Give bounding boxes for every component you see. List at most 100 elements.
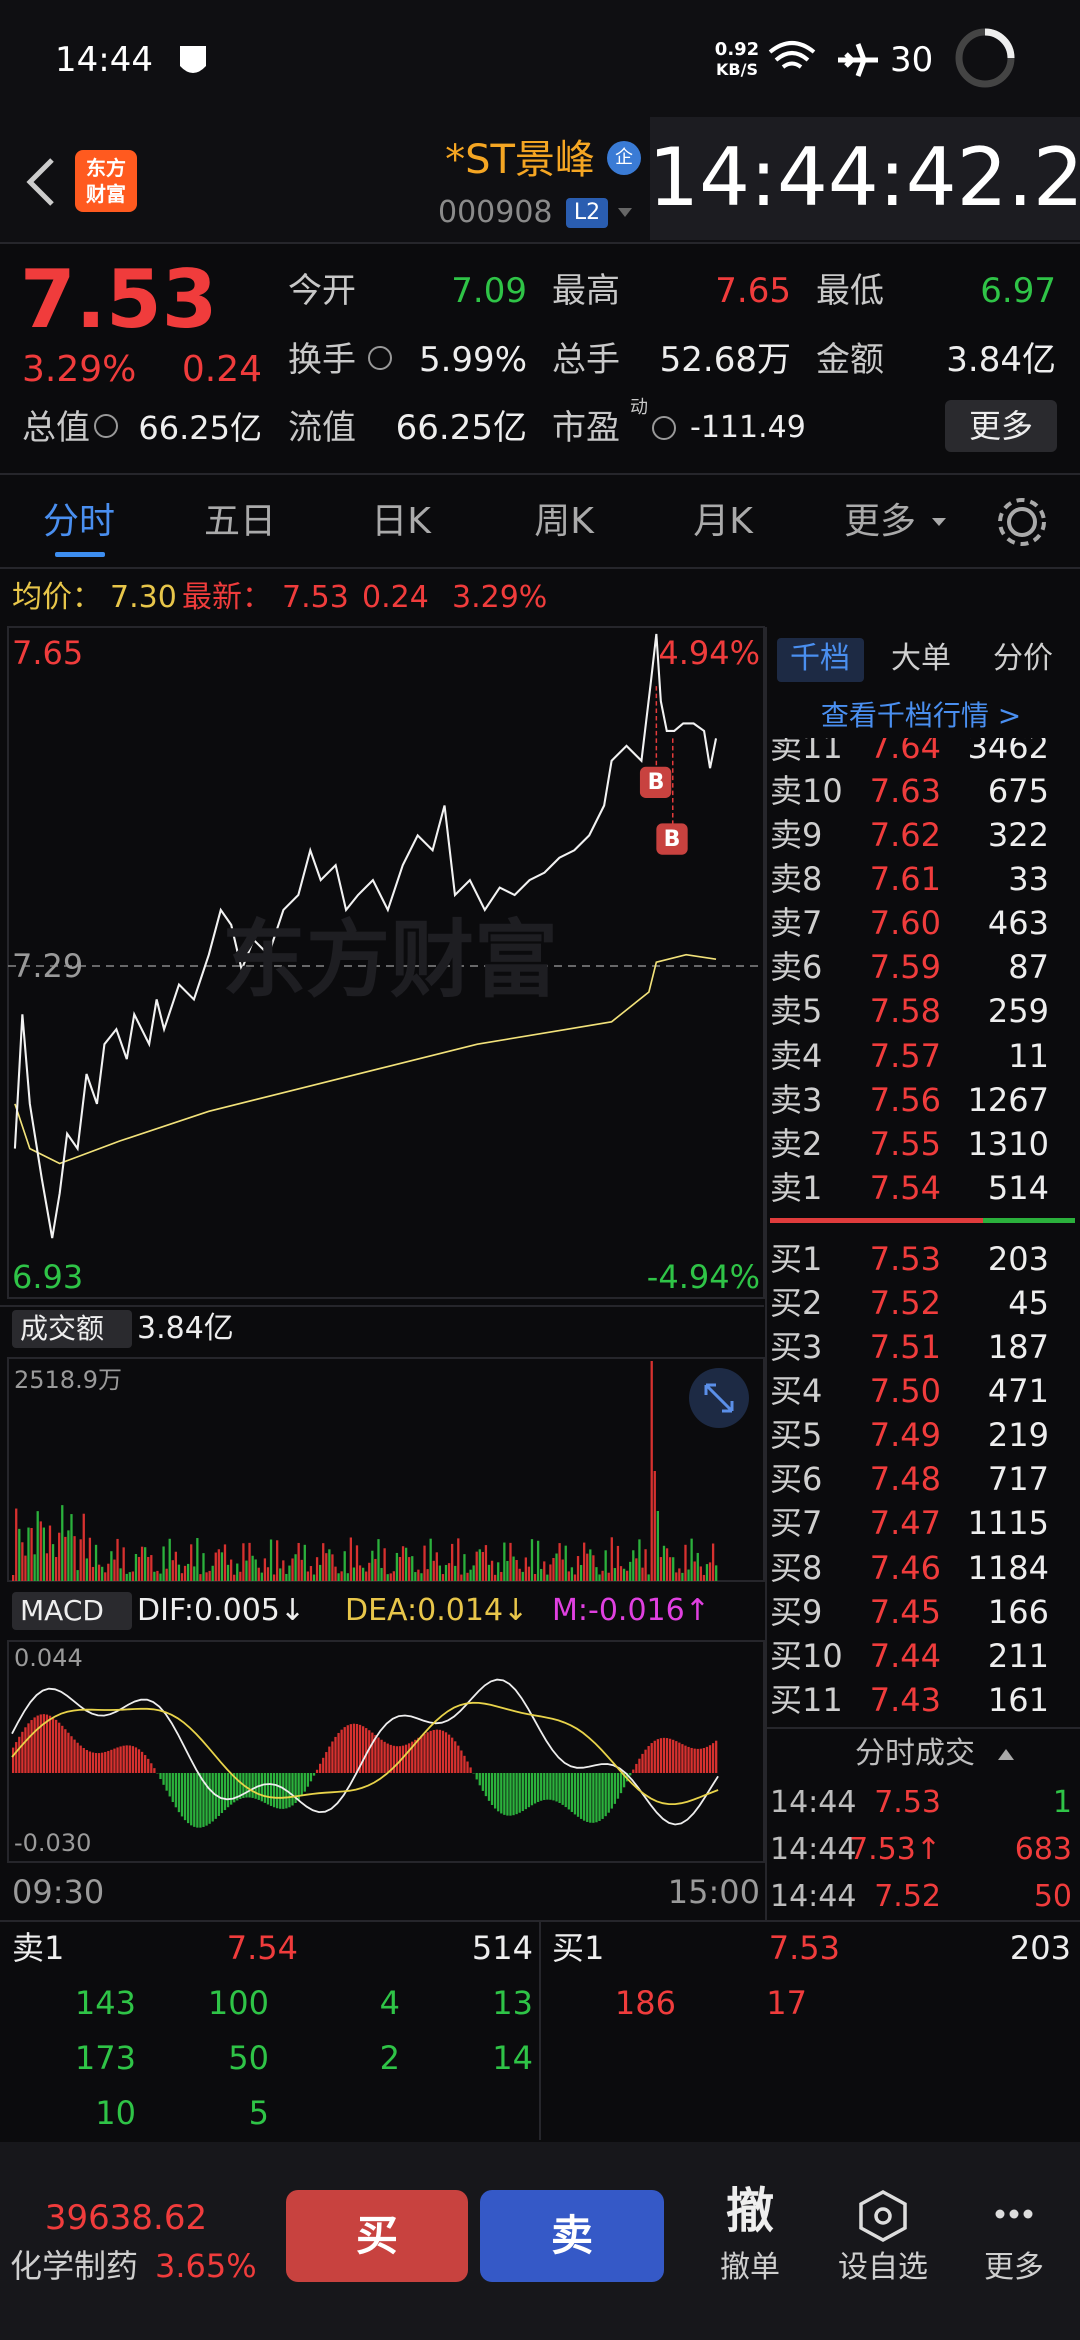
volume-bar (546, 1574, 549, 1581)
order-volume: 187 (987, 1328, 1049, 1366)
cancel-text[interactable]: 撤单 (720, 2250, 780, 2285)
sell-button[interactable] (480, 2190, 664, 2282)
macd-bar (374, 1735, 377, 1773)
queue-label: 买1 (552, 1928, 605, 1967)
volume-bar (242, 1543, 245, 1581)
queue-order: 50 (228, 2038, 269, 2077)
tab[interactable]: 分时 (42, 501, 116, 543)
trade-time: 14:44 (770, 1879, 857, 1914)
macd-bar (229, 1773, 233, 1805)
volume-bar (355, 1545, 359, 1581)
stat-value: 52.68万 (659, 339, 791, 380)
macd-bar (447, 1734, 451, 1773)
status-number: 30 (890, 39, 934, 80)
macd-bar (168, 1773, 171, 1797)
volume-bar (678, 1568, 681, 1581)
macd-bar (515, 1773, 518, 1815)
macd-bar (460, 1750, 463, 1773)
selector-bg[interactable] (12, 1310, 132, 1348)
macd-bar (579, 1773, 583, 1819)
macd-bar (223, 1773, 227, 1811)
volume-bar (165, 1568, 168, 1581)
stock-code: 000908 (438, 195, 553, 230)
more-button-text[interactable]: 更多 (968, 406, 1034, 445)
y-low-pct: -4.94% (646, 1257, 760, 1296)
order-level: 买8 (770, 1548, 823, 1587)
last-label: 最新： (182, 580, 272, 615)
macd-bar (414, 1739, 417, 1773)
buy-text[interactable]: 买 (355, 2210, 399, 2260)
dropdown-arrow (932, 518, 946, 526)
macd-bar (552, 1773, 555, 1801)
tab[interactable]: 更多 (843, 501, 917, 543)
more-button[interactable] (945, 400, 1057, 452)
selector-bg[interactable] (12, 1592, 132, 1630)
settings-icon[interactable] (1007, 507, 1037, 537)
more-dot[interactable] (995, 2209, 1005, 2219)
macd-bar (325, 1752, 328, 1773)
volume-bar (64, 1536, 67, 1581)
tab[interactable]: 五日 (203, 501, 277, 543)
wifi-icon (768, 41, 816, 69)
depth-tab[interactable]: 大单 (891, 641, 951, 676)
tab[interactable]: 周K (534, 501, 594, 543)
macd-bar (490, 1773, 494, 1806)
sell-text[interactable]: 卖 (550, 2210, 594, 2260)
buy-button[interactable] (286, 2190, 468, 2282)
macd-bar (211, 1773, 214, 1822)
tab[interactable]: 月K (693, 501, 753, 543)
macd-bar (650, 1743, 653, 1773)
volume-total: 3.84亿 (137, 1311, 234, 1346)
macd-bar (113, 1748, 116, 1773)
depth-tab-active[interactable] (777, 638, 864, 682)
stock-name: *ST景峰 (445, 137, 595, 183)
volume-bar (478, 1549, 481, 1581)
more-text[interactable]: 更多 (984, 2250, 1044, 2285)
macd-min: -0.030 (14, 1828, 92, 1857)
back-button[interactable] (26, 158, 54, 206)
volume-bar (435, 1552, 438, 1581)
volume-selector[interactable]: 成交额 (20, 1312, 105, 1346)
macd-bar (85, 1750, 88, 1773)
depth-link[interactable]: 查看千档行情 > (820, 699, 1022, 733)
change-small: 0.24 (362, 580, 429, 615)
queue-volume: 203 (1009, 1928, 1071, 1967)
volume-bar (595, 1567, 598, 1581)
macd-bar (15, 1742, 18, 1773)
macd-bar (509, 1773, 512, 1816)
volume-bar (239, 1571, 242, 1581)
trade-time: 14:44 (770, 1832, 857, 1867)
volume-bar (61, 1505, 64, 1581)
macd-bar (183, 1773, 187, 1821)
macd-bar (699, 1748, 702, 1773)
macd-bar (564, 1773, 567, 1808)
stat-label: 今开 (288, 270, 356, 311)
macd-bar (512, 1773, 515, 1816)
avg-label: 均价： (12, 580, 102, 615)
depth-tab[interactable]: 分价 (993, 641, 1053, 676)
macd-selector[interactable]: MACD (20, 1594, 104, 1628)
y-low: 6.93 (12, 1257, 84, 1296)
macd-m: M:-0.016↑ (552, 1593, 710, 1628)
collapse-arrow[interactable] (998, 1749, 1014, 1760)
tab[interactable]: 日K (371, 501, 431, 543)
stat-label: 最低 (816, 270, 884, 311)
trade-volume: 50 (1033, 1879, 1072, 1914)
macd-bar (546, 1773, 549, 1800)
macd-bar (328, 1746, 331, 1773)
cancel-icon[interactable]: 撤 (725, 2183, 775, 2240)
volume-bar (604, 1550, 607, 1581)
macd-bar (190, 1773, 193, 1826)
last-price-small: 7.53 (282, 580, 349, 615)
macd-bar (690, 1747, 693, 1773)
expand-icon (704, 1383, 734, 1413)
macd-bar (12, 1747, 15, 1773)
watch-icon[interactable] (859, 2190, 907, 2242)
order-price: 7.57 (869, 1036, 941, 1075)
volume-bar (401, 1546, 405, 1581)
macd-bar (521, 1773, 524, 1812)
y-high: 7.65 (12, 633, 84, 672)
watch-text[interactable]: 设自选 (838, 2250, 928, 2285)
depth-tab[interactable]: 千档 (790, 641, 850, 676)
